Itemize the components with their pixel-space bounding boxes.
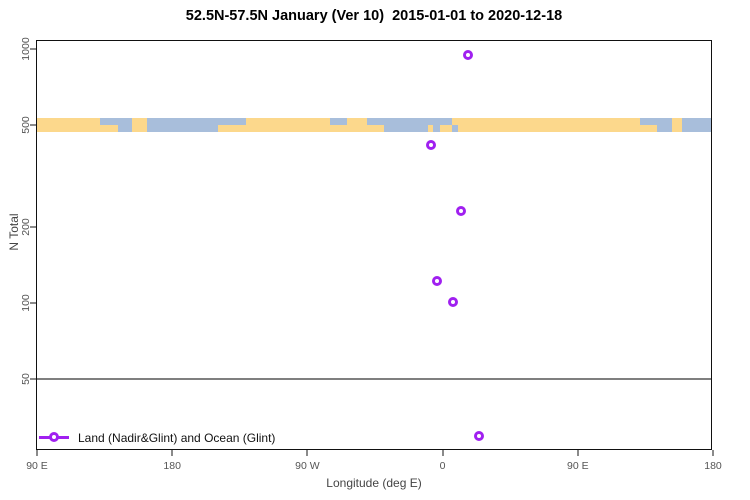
x-axis-tick — [171, 450, 174, 456]
x-axis-tick — [441, 450, 444, 456]
legend-marker-icon — [49, 432, 59, 442]
y-axis-tick — [30, 302, 36, 304]
world-map-band — [37, 118, 711, 133]
map-segment-coast — [439, 118, 452, 126]
map-segment-ocean — [682, 118, 711, 133]
y-tick-label: 50 — [20, 373, 32, 386]
map-segment-coast — [330, 125, 348, 133]
map-segment-land — [672, 118, 683, 133]
map-segment-ocean — [657, 118, 673, 133]
y-axis-label: N Total — [7, 213, 21, 251]
map-segment-land — [246, 118, 331, 133]
data-point — [448, 296, 459, 307]
map-segment-ocean — [146, 118, 219, 133]
plot-area: 1000 500 200 100 50 90 E 180 90 W 0 90 E 180 Land (… — [20, 37, 722, 472]
data-point — [425, 139, 436, 150]
map-segment-ocean — [383, 118, 428, 133]
x-axis-tick — [576, 450, 579, 456]
map-segment-coast — [330, 118, 348, 126]
map-segment-coast — [640, 118, 658, 126]
x-axis-tick — [36, 450, 38, 456]
map-segment-coast — [640, 125, 658, 133]
y-tick-label: 1000 — [20, 37, 32, 61]
x-tick-label: 180 — [704, 460, 722, 472]
map-segment-coast — [439, 125, 452, 133]
x-tick-label: 90 W — [295, 460, 320, 472]
x-tick-label: 90 E — [566, 460, 589, 472]
x-axis-tick — [712, 450, 714, 456]
legend: Land (Nadir&Glint) and Ocean (Glint) — [39, 430, 359, 445]
map-segment-coast — [366, 118, 384, 126]
y-axis-tick — [30, 48, 36, 50]
map-segment-ocean — [117, 118, 132, 133]
map-segment-land — [347, 118, 367, 133]
y-axis-tick — [30, 124, 36, 127]
reference-line-n50 — [37, 378, 711, 381]
y-tick-label: 500 — [20, 116, 32, 135]
map-segment-land — [37, 118, 100, 133]
map-segment-land — [131, 118, 147, 133]
map-segment-coast — [99, 118, 118, 126]
x-tick-label: 0 — [439, 460, 446, 472]
map-segment-coast — [451, 118, 458, 126]
map-segment-coast — [366, 125, 384, 133]
map-segment-coast — [99, 125, 118, 133]
data-point — [473, 430, 484, 441]
y-tick-label: 200 — [20, 217, 32, 236]
map-segment-coast — [427, 125, 433, 133]
x-axis-tick — [306, 450, 309, 456]
map-segment-land — [457, 118, 641, 133]
map-segment-ocean — [432, 118, 440, 133]
legend-label: Land (Nadir&Glint) and Ocean (Glint) — [78, 431, 276, 445]
map-segment-coast — [451, 125, 458, 133]
data-point — [431, 276, 442, 287]
x-axis-label: Longitude (deg E) — [326, 476, 422, 490]
x-tick-label: 180 — [163, 460, 181, 472]
map-segment-coast — [218, 118, 247, 126]
chart-title: 52.5N-57.5N January (Ver 10) 2015-01-01 … — [185, 8, 563, 24]
y-axis-tick — [30, 378, 36, 381]
data-point — [455, 206, 466, 217]
data-point — [463, 49, 474, 60]
y-axis-tick — [30, 225, 36, 228]
x-tick-label: 90 E — [26, 460, 48, 472]
map-segment-coast — [218, 125, 247, 133]
y-tick-label: 100 — [20, 294, 32, 312]
map-segment-coast — [427, 118, 433, 126]
